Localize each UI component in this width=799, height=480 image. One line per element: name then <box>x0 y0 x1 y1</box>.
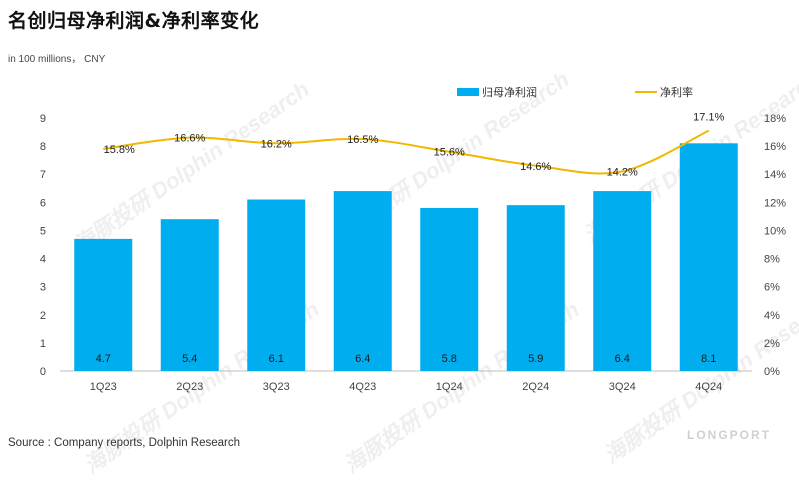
unit-note: in 100 millions， CNY <box>8 54 106 65</box>
y-right-tick-label: 14% <box>764 169 786 181</box>
legend-swatch-bar <box>457 88 479 96</box>
y-left-tick-label: 8 <box>40 141 46 153</box>
y-right-tick-label: 2% <box>764 338 780 350</box>
x-tick-label: 2Q23 <box>176 381 203 393</box>
x-tick-label: 3Q24 <box>609 381 636 393</box>
x-tick-label: 1Q23 <box>90 381 117 393</box>
legend-label-bar: 归母净利润 <box>482 85 537 99</box>
bar-data-label: 8.1 <box>701 353 716 365</box>
line-data-label: 14.2% <box>607 166 638 178</box>
bar <box>247 199 306 371</box>
x-tick-label: 4Q24 <box>695 381 722 393</box>
x-tick-label: 2Q24 <box>522 381 549 393</box>
bar-data-label: 6.4 <box>615 353 630 365</box>
bar <box>333 191 392 371</box>
line-data-label: 17.1% <box>693 112 724 124</box>
y-right-tick-label: 18% <box>764 113 786 125</box>
bar-data-label: 5.8 <box>442 353 457 365</box>
bar <box>679 143 738 371</box>
y-right-tick-label: 4% <box>764 310 780 322</box>
bar <box>160 219 219 371</box>
line-data-label: 14.6% <box>520 161 551 173</box>
y-right-tick-label: 8% <box>764 254 780 266</box>
x-tick-label: 3Q23 <box>263 381 290 393</box>
brand-logo: LONGPORT <box>687 428 771 442</box>
bar-data-label: 6.1 <box>269 353 284 365</box>
y-left-tick-label: 9 <box>40 113 46 125</box>
line-data-label: 16.2% <box>261 138 292 150</box>
bar-data-label: 5.4 <box>182 353 197 365</box>
y-left-tick-label: 7 <box>40 169 46 181</box>
legend-label-line: 净利率 <box>660 85 693 99</box>
x-tick-label: 4Q23 <box>349 381 376 393</box>
source-note: Source : Company reports, Dolphin Resear… <box>8 437 241 449</box>
y-right-tick-label: 6% <box>764 282 780 294</box>
line-data-label: 16.6% <box>174 133 205 145</box>
line-data-label: 15.8% <box>104 144 135 156</box>
line-data-label: 15.6% <box>434 147 465 159</box>
chart-svg: 0 1 2 3 4 5 6 7 8 9 0% 2% 4% 6% 8% 10% 12% 14% 16% 18% 4.7 5.… <box>40 85 786 393</box>
y-left-tick-label: 3 <box>40 282 46 294</box>
y-right-tick-label: 10% <box>764 225 786 237</box>
bar-data-label: 6.4 <box>355 353 370 365</box>
bar-data-label: 4.7 <box>96 353 111 365</box>
bar <box>420 207 479 371</box>
y-right-tick-label: 16% <box>764 141 786 153</box>
y-left-tick-label: 1 <box>40 338 46 350</box>
bar <box>593 191 652 371</box>
chart-title: 名创归母净利润&净利率变化 <box>8 10 260 32</box>
y-left-tick-label: 0 <box>40 366 46 378</box>
y-right-tick-label: 12% <box>764 197 786 209</box>
y-right-tick-label: 0% <box>764 366 780 378</box>
line-series-path <box>103 129 710 175</box>
x-tick-label: 1Q24 <box>436 381 463 393</box>
bar-data-label: 5.9 <box>528 353 543 365</box>
y-left-tick-label: 4 <box>40 254 46 266</box>
bar <box>506 205 565 371</box>
bar <box>74 238 133 371</box>
y-left-tick-label: 6 <box>40 197 46 209</box>
line-data-label: 16.5% <box>347 134 378 146</box>
y-left-tick-label: 2 <box>40 310 46 322</box>
y-left-tick-label: 5 <box>40 225 46 237</box>
